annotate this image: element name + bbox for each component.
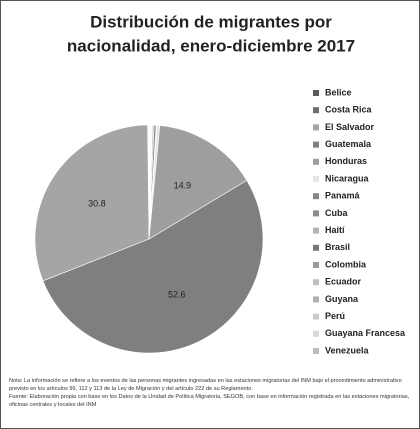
legend-swatch bbox=[313, 210, 319, 217]
legend-swatch bbox=[313, 262, 319, 268]
legend-swatch bbox=[313, 330, 319, 337]
legend-swatch bbox=[313, 279, 319, 286]
chart-title: Distribución de migrantes por bbox=[90, 12, 332, 31]
data-label: 14.9 bbox=[174, 180, 192, 190]
data-label: 52.6 bbox=[168, 290, 186, 300]
legend-label: Guayana Francesa bbox=[325, 328, 406, 338]
legend-swatch bbox=[313, 348, 319, 354]
legend-label: Honduras bbox=[325, 156, 367, 166]
legend-label: Venezuela bbox=[325, 345, 370, 355]
legend-label: Brasil bbox=[325, 242, 350, 252]
pie-slice bbox=[148, 125, 248, 240]
legend-swatch bbox=[313, 176, 319, 182]
legend-label: Ecuador bbox=[325, 277, 362, 287]
legend-label: El Salvador bbox=[325, 122, 375, 132]
data-label: 30.8 bbox=[88, 198, 106, 208]
chart: Distribución de migrantes por nacionalid… bbox=[34, 12, 406, 355]
legend-label: Belice bbox=[325, 87, 352, 97]
legend-label: Cuba bbox=[325, 208, 348, 218]
legend-swatch bbox=[313, 90, 319, 96]
legend-swatch bbox=[313, 124, 319, 131]
legend-swatch bbox=[313, 158, 319, 165]
legend-swatch bbox=[313, 141, 319, 148]
note: Nota: La información se refiere a los ev… bbox=[9, 377, 411, 409]
source-text: Fuente: Elaboración propia con base en l… bbox=[9, 394, 410, 408]
legend-swatch bbox=[313, 313, 319, 320]
legend-label: Perú bbox=[325, 311, 345, 321]
legend-label: Nicaragua bbox=[325, 173, 370, 183]
legend-swatch bbox=[313, 193, 319, 200]
legend-label: Panamá bbox=[325, 191, 361, 201]
legend-swatch bbox=[313, 107, 319, 114]
chart-title: nacionalidad, enero-diciembre 2017 bbox=[67, 36, 355, 55]
pie-slice bbox=[42, 179, 264, 354]
pie-slice bbox=[34, 124, 150, 282]
legend-label: Guyana bbox=[325, 294, 359, 304]
legend-swatch bbox=[313, 227, 319, 234]
legend-label: Guatemala bbox=[325, 139, 372, 149]
legend-swatch bbox=[313, 296, 319, 303]
legend-label: Haití bbox=[325, 225, 345, 235]
legend-label: Colombia bbox=[325, 259, 367, 269]
legend-label: Costa Rica bbox=[325, 105, 373, 115]
note-text: Nota: La información se refiere a los ev… bbox=[9, 378, 402, 392]
legend-swatch bbox=[313, 244, 319, 251]
